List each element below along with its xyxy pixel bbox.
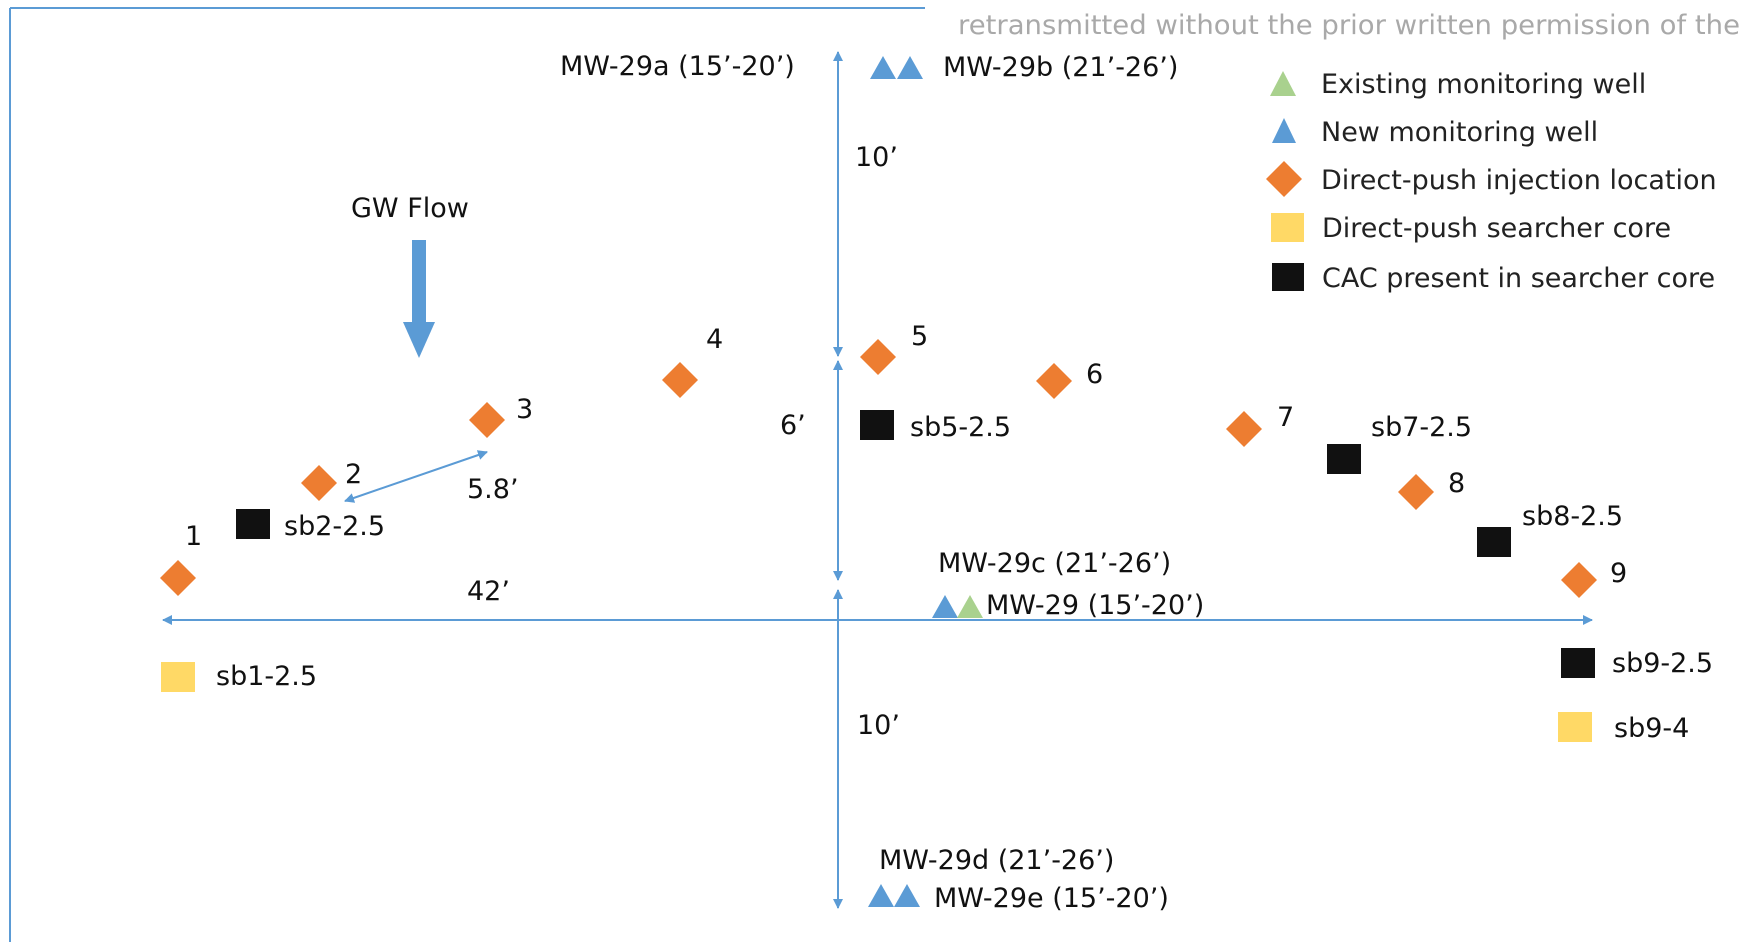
dimension-label-horizontal: 42’ [467, 576, 510, 607]
searcher-core-sb9b-icon [1558, 712, 1592, 742]
dimension-label-middle-vertical: 6’ [780, 410, 806, 441]
gw-flow-arrow-icon [403, 240, 435, 358]
core-label-sb9b: sb9-4 [1614, 713, 1689, 744]
cac-core-sb8-icon [1477, 527, 1511, 557]
new-well-mw29a-icon [870, 56, 896, 79]
dimension-label-top-vertical: 10’ [855, 142, 898, 173]
cac-core-square-icon [1272, 263, 1304, 291]
dimension-label-bottom-vertical: 10’ [857, 710, 900, 741]
injection-point-5-icon [860, 339, 896, 375]
injection-point-6-icon [1036, 363, 1072, 399]
core-label-sb1: sb1-2.5 [216, 661, 317, 692]
searcher-core-sb1-icon [161, 662, 195, 692]
gw-flow-label: GW Flow [351, 193, 469, 224]
injection-point-4-icon [662, 362, 698, 398]
legend-label-existing-well: Existing monitoring well [1321, 69, 1646, 100]
injection-point-8-icon [1398, 474, 1434, 510]
legend-label-new-well: New monitoring well [1321, 117, 1598, 148]
injection-point-1-icon [160, 560, 196, 596]
core-label-sb5: sb5-2.5 [910, 412, 1011, 443]
injection-label-5: 5 [911, 321, 928, 352]
new-well-mw29d-icon [868, 884, 894, 907]
injection-point-7-icon [1226, 411, 1262, 447]
core-label-sb9: sb9-2.5 [1612, 648, 1713, 679]
well-label-mw29d: MW-29d (21’-26’) [879, 845, 1114, 876]
well-label-mw29: MW-29 (15’-20’) [986, 590, 1204, 621]
cac-core-sb9-icon [1561, 648, 1595, 678]
injection-label-7: 7 [1277, 402, 1294, 433]
legend-label-cac-core: CAC present in searcher core [1322, 263, 1715, 294]
injection-point-9-icon [1561, 562, 1597, 598]
core-label-sb2: sb2-2.5 [284, 511, 385, 542]
dimension-label-spacing: 5.8’ [467, 474, 519, 505]
injection-label-4: 4 [706, 324, 723, 355]
injection-label-3: 3 [516, 394, 533, 425]
core-label-sb7: sb7-2.5 [1371, 412, 1472, 443]
core-label-sb8: sb8-2.5 [1522, 501, 1623, 532]
well-label-mw29c: MW-29c (21’-26’) [938, 548, 1171, 579]
cac-core-sb5-icon [860, 410, 894, 440]
well-label-mw29a: MW-29a (15’-20’) [560, 51, 795, 82]
cac-core-sb2-icon [236, 509, 270, 539]
dimension-line-spacing [344, 450, 488, 503]
watermark-text: retransmitted without the prior written … [958, 10, 1740, 41]
cac-core-sb7-icon [1327, 444, 1361, 474]
well-label-mw29e: MW-29e (15’-20’) [934, 883, 1169, 914]
injection-label-1: 1 [185, 521, 202, 552]
legend: Existing monitoring well New monitoring … [1266, 69, 1717, 294]
injection-label-9: 9 [1610, 558, 1627, 589]
new-well-mw29b-icon [897, 56, 923, 79]
legend-label-searcher-core: Direct-push searcher core [1322, 213, 1671, 244]
existing-well-triangle-icon [1270, 71, 1296, 96]
existing-well-mw29-icon [957, 595, 983, 618]
injection-point-2-icon [301, 465, 337, 501]
new-well-triangle-icon [1272, 118, 1296, 143]
new-well-mw29c-icon [932, 595, 958, 618]
searcher-core-square-icon [1271, 213, 1304, 242]
injection-label-2: 2 [345, 459, 362, 490]
injection-label-6: 6 [1086, 359, 1103, 390]
well-label-mw29b: MW-29b (21’-26’) [943, 52, 1178, 83]
injection-point-3-icon [469, 402, 505, 438]
legend-label-injection: Direct-push injection location [1321, 165, 1717, 196]
injection-label-8: 8 [1448, 468, 1465, 499]
injection-diamond-icon [1266, 161, 1302, 197]
new-well-mw29e-icon [894, 884, 920, 907]
